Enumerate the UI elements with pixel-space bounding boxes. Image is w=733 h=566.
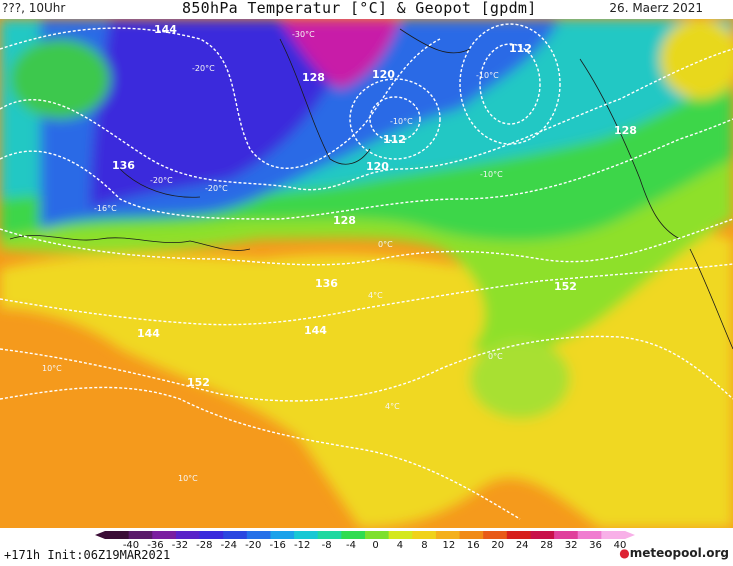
scale-tick-label: -12 [293,540,311,551]
logo-text: meteopool.org [629,546,729,560]
scale-swatch [246,531,271,539]
forecast-date: 26. Maerz 2021 [609,1,703,15]
cold-core [280,19,400,89]
scale-swatch [294,531,319,539]
scale-swatch [152,531,177,539]
contour-label: 144 [304,324,327,337]
contour-label: 144 [137,327,160,340]
temp-label: -20°C [192,64,215,73]
contour-label: 128 [333,214,356,227]
scale-swatch [105,531,130,539]
violet-zone [90,19,380,209]
scale-tick-label: -24 [220,540,237,551]
temp-label: -20°C [205,184,228,193]
contour-label: 112 [383,133,406,146]
scale-tick-label: -36 [147,540,164,551]
scale-tick-label: 24 [515,540,529,551]
scale-tick-label: 40 [613,540,627,551]
temp-label: 0°C [378,240,393,249]
temp-label: 4°C [368,291,383,300]
scale-swatch [554,531,579,539]
contour-label: 120 [372,68,395,81]
scale-swatch [459,531,484,539]
scale-swatch [506,531,531,539]
scale-tick-label: -32 [171,540,189,551]
geopotential-contours [0,23,733,520]
temp-label: -30°C [292,30,315,39]
scale-tick-label: 16 [466,540,480,551]
contour-label-group: 144 128 120 112 136 120 112 128 128 136 … [112,23,637,389]
temp-label: 10°C [42,364,62,373]
forecast-day-label: ???, 10Uhr [2,1,66,15]
scale-tick-label: 0 [372,540,379,551]
contour-label: 112 [509,42,532,55]
scale-tick-label: 36 [589,540,602,551]
weather-map: 144 128 120 112 136 120 112 128 128 136 … [0,19,733,528]
temp-label: 0°C [488,352,503,361]
temp-label: -10°C [390,117,413,126]
scale-tick-label: -4 [346,540,357,551]
scale-tick-label: 20 [491,540,505,551]
scale-arrow-left [95,531,105,539]
scale-swatch [270,531,295,539]
meteopool-logo: ●meteopool.org [619,546,729,560]
init-time: +171h Init:06Z19MAR2021 [4,548,171,562]
scale-swatch [435,531,461,539]
scale-swatch [601,531,626,539]
temp-label: -20°C [150,176,173,185]
contour-label: 120 [366,160,389,173]
scale-tick-label: -20 [245,540,262,551]
contour-label: 136 [315,277,338,290]
scale-swatch [317,531,342,539]
yellow-pocket [660,19,733,99]
scale-swatch [175,531,201,539]
temperature-label-group: -30°C -20°C -20°C -20°C -10°C -10°C -10°… [42,30,503,483]
scale-swatch [483,531,508,539]
chart-title: 850hPa Temperatur [°C] & Geopot [gpdm] [182,0,537,17]
scale-swatch [412,531,437,539]
scale-tick-label: 12 [442,540,456,551]
scale-tick-label: 8 [421,540,428,551]
scale-swatch [530,531,555,539]
coastlines [9,28,733,350]
contour-label: 144 [154,23,177,36]
scale-tick-label: -16 [269,540,286,551]
contour-label: 136 [112,159,135,172]
legend-area: -40 -36 -32 -28 -24 -20 -16 -12 -8 -4 0 4 8 12 16 20 24 2… [0,528,733,566]
scale-tick-label: -40 [122,540,140,551]
temp-label: -16°C [94,204,117,213]
green-pocket [470,339,570,419]
green-pocket-nw [10,39,110,119]
scale-tick-label: -28 [196,540,213,551]
temp-label: 10°C [178,474,198,483]
scale-arrow-right [625,531,635,539]
scale-tick-label: 32 [564,540,578,551]
scale-swatch [577,531,602,539]
scale-tick-label: -8 [321,540,332,551]
scale-swatch [365,531,390,539]
temp-label: -10°C [480,170,503,179]
contour-label: 128 [302,71,325,84]
scale-swatch [223,531,248,539]
scale-swatch [128,531,153,539]
temp-label: -10°C [476,71,499,80]
contour-label: 152 [187,376,210,389]
scale-tick-label: 28 [540,540,554,551]
contour-label: 152 [554,280,577,293]
scale-swatch [388,531,413,539]
color-scale [95,531,635,539]
temp-label: 4°C [385,402,400,411]
scale-tick-label: 4 [396,540,404,551]
header-bar: ???, 10Uhr 850hPa Temperatur [°C] & Geop… [0,0,733,19]
contour-label: 128 [614,124,637,137]
scale-ticks: -40 -36 -32 -28 -24 -20 -16 -12 -8 -4 0 4 8 12 16 20 24 2… [0,540,733,554]
scale-swatch [199,531,224,539]
scale-swatch [341,531,366,539]
